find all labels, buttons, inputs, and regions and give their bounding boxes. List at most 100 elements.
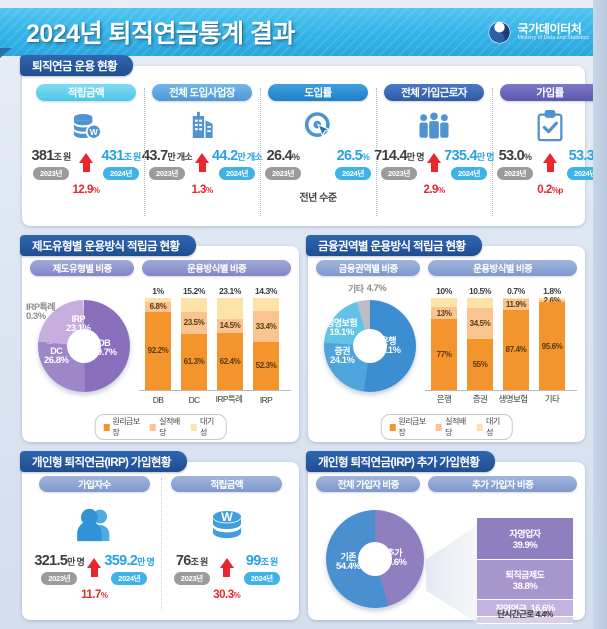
bar-x-label: 은행 [436, 394, 452, 404]
stat-card-accumulated-amount: 적립금액 W 381조 원 2023년 [28, 84, 144, 222]
bar-segment-principal: 52.3% [253, 341, 279, 390]
bar-column: 10% 13% 77% [431, 286, 457, 390]
prev-year-block: 76조 원 2023년 [169, 553, 215, 586]
bar-top-label: 15.2% [182, 286, 206, 296]
bar-top-label: 14.3% [254, 286, 278, 296]
prev-year-block: 321.5만 명 2023년 [34, 553, 85, 586]
curr-year-badge: 2024년 [450, 167, 488, 181]
bar-segment-standby [539, 298, 565, 300]
bar-column: 0.7% 11.9% 87.4% [503, 286, 529, 390]
bar-segment-performance: 23.5% [181, 311, 207, 334]
plan-type-charts: DB 49.7% DC 26.8% IRP 23.1% IRP특례 0.3% [26, 280, 293, 440]
curr-value: 44.2만 개소 [212, 148, 263, 164]
agency-name-block: 국가데이터처 Ministry of Data and Statistics [518, 23, 589, 41]
stat-card-label: 전체 도입사업장 [152, 84, 252, 101]
subheader-sector-share: 금융권역별 비중 [316, 260, 421, 276]
bar-segment-principal: 77% [431, 319, 457, 390]
stat-card-adoption-rate: 도입률 26.4% 2023년 26.5% [260, 84, 376, 222]
panel-plan-type-operation: 제도유형별 운용방식 적립금 현황 제도유형별 비중 운용방식별 비중 DB 4… [20, 235, 299, 442]
section-title-irp-additional: 개인형 퇴직연금(IRP) 추가 가입현황 [306, 451, 496, 472]
irp-card-row: 가입자수 321.5만 명 2023년 359.2만 명 2024 [28, 476, 293, 616]
people-icon [71, 500, 117, 550]
trend-up-icon [218, 554, 236, 577]
prev-year-block: 53.0% 2023년 [492, 148, 538, 181]
irp-additional-subheader-row: 전체 가입자 비중 추가 가입자 비중 [316, 476, 577, 492]
bar-top-label: 10% [436, 286, 452, 296]
bar-segment-performance: 33.4% [253, 311, 279, 342]
funnel-connector [426, 522, 482, 626]
bar-segment-principal: 95.6% [539, 302, 565, 390]
curr-value: 26.5% [336, 148, 370, 164]
flat-note: 전년 수준 [299, 193, 337, 205]
delta-value: 11.7% [81, 589, 108, 602]
bar-segment-performance: 34.5% [467, 307, 493, 340]
stacked-bar-chart-financial-sector: 10% 13% 77% 10.5% 34.5% 55% 0.7% 11.9% 8… [425, 280, 577, 406]
legend-swatch [150, 423, 157, 431]
pie-label-additional: 추가 45.6% [382, 548, 407, 569]
delta-value: 2.9% [423, 184, 445, 197]
curr-year-block: 99조 원 2024년 [239, 553, 285, 586]
legend-item-principal: 원리금보장 [103, 416, 142, 438]
page-title: 2024년 퇴직연금통계 결과 [26, 20, 296, 48]
page-header: 2024년 퇴직연금통계 결과 국가데이터처 Ministry of Data … [0, 8, 607, 56]
curr-year-block: 26.5% 2024년 [330, 148, 376, 181]
bar-segment-standby [467, 298, 493, 308]
pie-label-bank: 은행 52.1% [376, 336, 401, 357]
bar-segment-principal: 92.2% [145, 311, 171, 390]
clipboard-check-icon [535, 105, 565, 147]
financial-sector-subheader-row: 금융권역별 비중 운용방식별 비중 [316, 260, 577, 276]
header-notch-left [0, 48, 12, 58]
legend-swatch [103, 423, 110, 431]
subheader-operation-share: 운용방식별 비중 [428, 260, 577, 276]
bar-column: 23.1% 14.5% 62.4% [217, 286, 243, 390]
pie-chart-financial-sector: 은행 52.1% 증권 24.1% 생명보험 19.1% 기타 4.7% [316, 283, 424, 404]
irp-card-label: 적립금액 [171, 476, 283, 492]
prev-value: 321.5만 명 [34, 553, 85, 569]
prev-value: 76조 원 [175, 553, 208, 569]
prev-value: 43.7만 개소 [142, 148, 193, 164]
stat-card-subscription-rate: 가입률 53.0% 2023년 53.3% [492, 84, 607, 222]
bar-column: 1% 6.8% 92.2% [145, 286, 171, 390]
legend-item-performance: 실적배당 [150, 416, 183, 438]
target-cursor-icon [301, 105, 335, 147]
stat-card-label: 가입률 [500, 84, 600, 101]
bar-x-label: DB [152, 395, 164, 405]
bar-column: 14.3% 33.4% 52.3% [253, 286, 279, 390]
plan-type-subheader-row: 제도유형별 비중 운용방식별 비중 [30, 260, 291, 276]
bar-x-label: IRP특례 [215, 394, 243, 404]
pie-label-securities: 증권 24.1% [330, 346, 355, 367]
curr-year-badge: 2024년 [243, 572, 280, 586]
pie-label-life-insurance: 생명보험 19.1% [326, 318, 358, 339]
bar-axis-line [425, 390, 577, 391]
bar-top-label: 10.5% [468, 286, 492, 296]
subheader-plan-type-share: 제도유형별 비중 [30, 260, 135, 276]
pie-label-existing: 기존 54.4% [336, 552, 361, 573]
prev-year-badge: 2023년 [41, 572, 78, 586]
trend-up-icon [425, 149, 443, 172]
trend-up-icon [85, 554, 103, 577]
taegeuk-logo-icon [488, 21, 510, 43]
bar-x-label: 기타 [544, 394, 560, 404]
pie-label-dc: DC 26.8% [44, 346, 69, 367]
panel-financial-sector-operation: 금융권역별 운용방식 적립금 현황 금융권역별 비중 운용방식별 비중 은행 5… [306, 235, 585, 442]
bar-segment-performance: 6.8% [145, 301, 171, 312]
prev-year-block: 381조 원 2023년 [28, 148, 74, 181]
prev-year-badge: 2023년 [32, 167, 70, 181]
bar-axis-line [139, 390, 291, 391]
pie-chart-financial-sector-ring [324, 300, 416, 392]
stat-card-label: 도입률 [268, 84, 368, 101]
curr-year-block: 359.2만 명 2024년 [104, 553, 155, 586]
curr-year-badge: 2024년 [102, 167, 140, 181]
pie-chart-total-subscribers: 기존 54.4% 추가 45.6% [320, 504, 432, 620]
prev-year-block: 43.7만 개소 2023년 [142, 148, 193, 181]
curr-value: 99조 원 [245, 553, 278, 569]
legend-item-standby: 대기성 [190, 416, 218, 438]
legend-swatch [476, 423, 483, 431]
bar-segment-performance: 11.9% [503, 298, 529, 310]
legend-swatch [436, 423, 443, 431]
buildings-icon [185, 105, 219, 147]
pie-chart-total-subscribers-ring [326, 510, 424, 608]
curr-year-badge: 2024년 [334, 167, 372, 181]
bar-segment-standby [181, 298, 207, 312]
svg-text:W: W [90, 127, 99, 137]
